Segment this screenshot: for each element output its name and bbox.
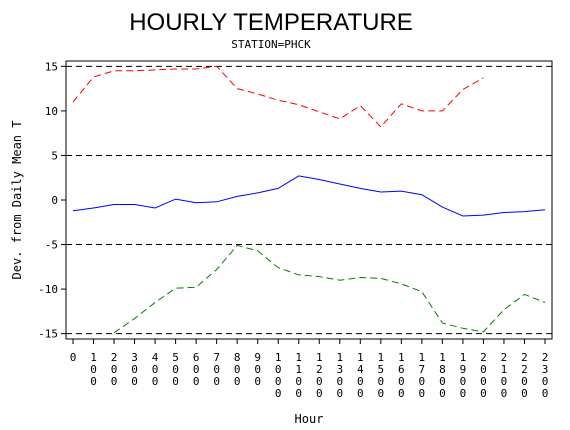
series-layer	[72, 65, 546, 334]
y-tick-label: -15	[38, 328, 58, 341]
chart-title: HOURLY TEMPERATURE	[129, 9, 413, 36]
x-tick-label: 0	[70, 351, 77, 364]
series-line-2	[72, 175, 546, 217]
y-tick-label: -10	[38, 283, 58, 296]
y-tick-label: 10	[45, 105, 58, 118]
chart-subtitle: STATION=PHCK	[231, 38, 311, 51]
y-axis: 15 10 5 0 -5 -10 -15	[38, 60, 66, 341]
reference-lines	[66, 65, 552, 335]
series-line-1	[72, 65, 484, 128]
y-tick-label: -5	[45, 239, 58, 252]
y-tick-label: 5	[51, 149, 58, 162]
y-tick-label: 0	[51, 194, 58, 207]
x-axis-label: Hour	[295, 412, 324, 426]
x-axis: 0 1 0 0 2 0 0 3 0 0 4 0 0 5 0 0 6 0 0 7 0 0 8 0 0 9 0 0 1 0 0 0 1 1 0 0 1 2 0 0…	[70, 339, 549, 400]
y-axis-label: Dev. from Daily Mean T	[10, 121, 24, 280]
y-tick-label: 15	[45, 60, 58, 73]
plot-frame	[65, 60, 553, 340]
series-line-3	[113, 244, 546, 334]
